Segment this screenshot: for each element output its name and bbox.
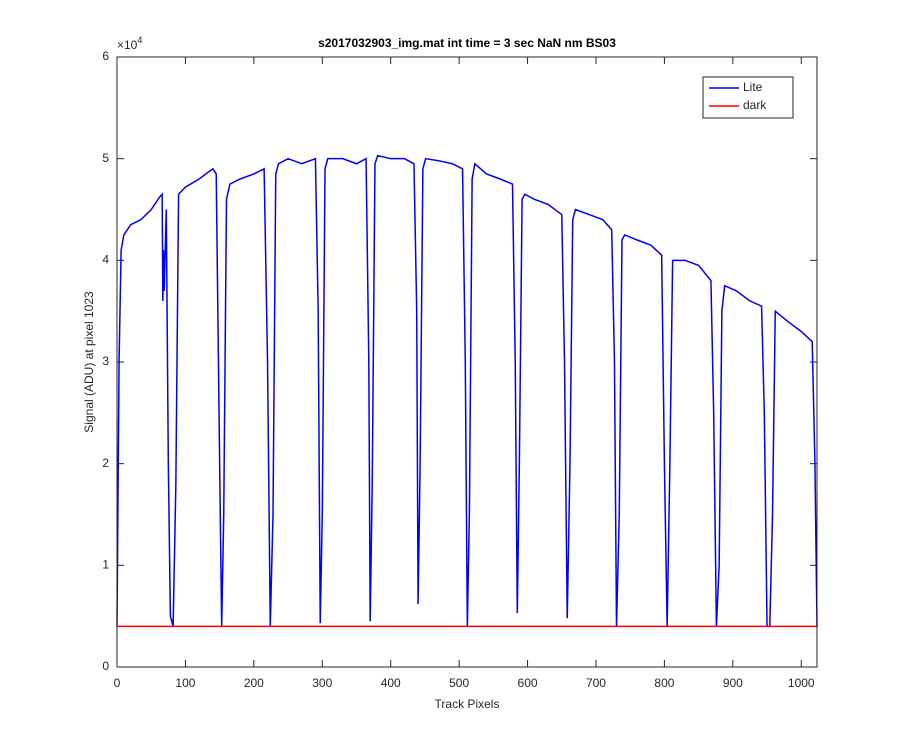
x-tick-label: 300 bbox=[312, 676, 332, 690]
x-tick-label: 600 bbox=[518, 676, 538, 690]
y-axis-label: Signal (ADU) at pixel 1023 bbox=[82, 291, 96, 433]
x-axis-label: Track Pixels bbox=[435, 697, 500, 711]
legend-label: dark bbox=[743, 98, 767, 112]
axes-box bbox=[116, 56, 818, 668]
y-tick-label: 6 bbox=[102, 49, 109, 63]
x-tick-label: 500 bbox=[449, 676, 469, 690]
y-tick-label: 5 bbox=[102, 151, 109, 165]
x-tick-label: 800 bbox=[654, 676, 674, 690]
x-tick-label: 400 bbox=[381, 676, 401, 690]
y-tick-label: 0 bbox=[102, 659, 109, 673]
y-tick-label: 2 bbox=[102, 456, 109, 470]
data-line bbox=[116, 154, 818, 628]
y-tick-label: 4 bbox=[102, 253, 109, 267]
y-multiplier: ×104 bbox=[117, 35, 142, 52]
legend-box bbox=[702, 76, 794, 119]
y-tick-label: 3 bbox=[102, 354, 109, 368]
legend-label: Lite bbox=[743, 80, 763, 94]
x-tick-label: 0 bbox=[114, 676, 121, 690]
y-tick-label: 1 bbox=[102, 558, 109, 572]
x-tick-label: 200 bbox=[244, 676, 264, 690]
x-tick-label: 700 bbox=[586, 676, 606, 690]
y-multiplier-exponent: 4 bbox=[137, 35, 142, 45]
x-tick-label: 900 bbox=[723, 676, 743, 690]
x-tick-label: 1000 bbox=[788, 676, 815, 690]
y-multiplier-base: ×10 bbox=[117, 38, 138, 52]
x-tick-label: 100 bbox=[175, 676, 195, 690]
chart-title: s2017032903_img.mat int time = 3 sec NaN… bbox=[318, 36, 616, 50]
